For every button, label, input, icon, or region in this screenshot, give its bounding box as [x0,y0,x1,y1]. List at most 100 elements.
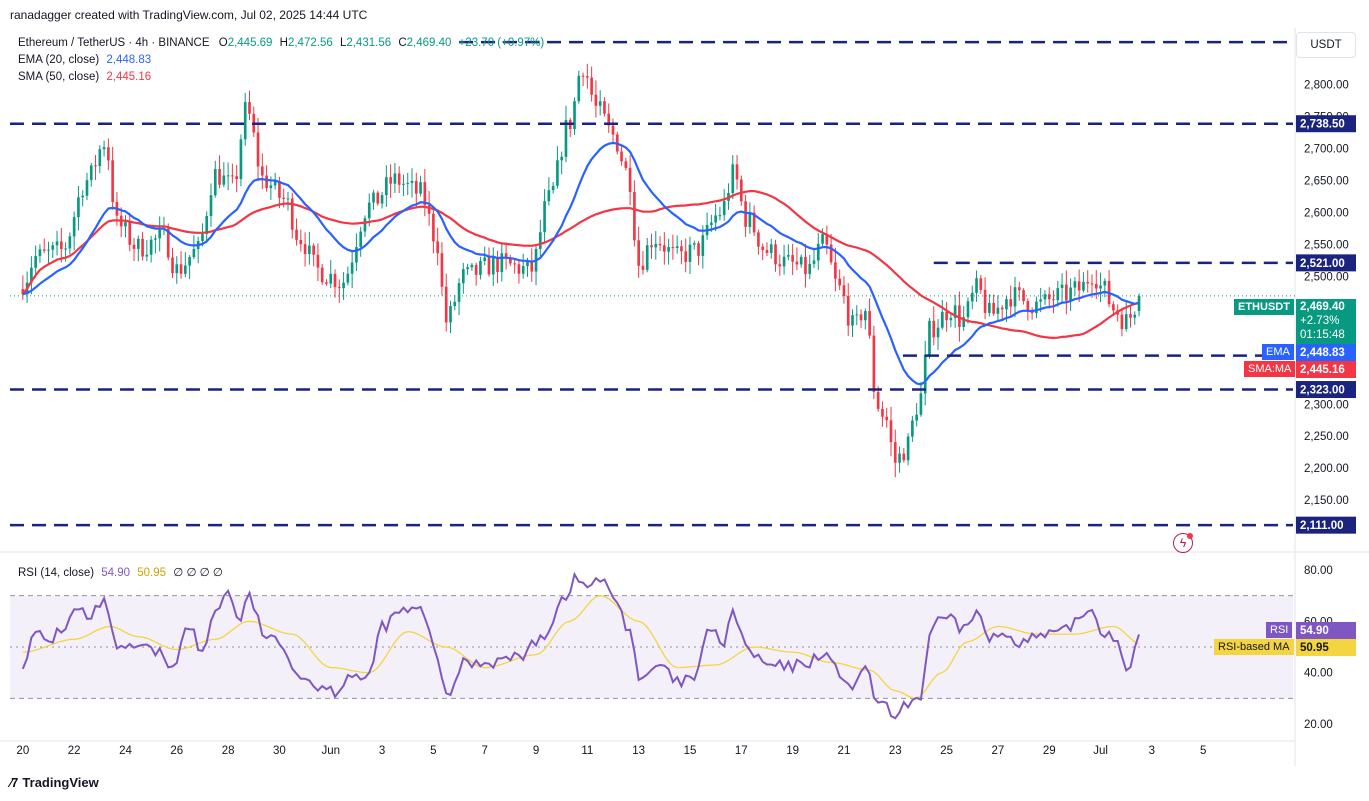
candle-body [145,254,149,257]
candle-body [1094,284,1098,289]
candle-body [650,245,653,248]
candle-body [316,254,320,268]
candle-body [1077,281,1081,291]
ema-legend-label: EMA (20, close) [18,54,100,66]
candle-body [983,289,987,313]
time-tick-label: 23 [889,745,902,757]
last-price-value: 2,469.40 [1300,301,1345,313]
candle-body [474,264,478,275]
currency-selector-button[interactable]: USDT [1296,32,1356,58]
time-tick-label: 13 [632,745,645,757]
candle-body [500,253,504,273]
rsi-legend[interactable]: RSI (14, close) 54.90 50.95 ∅ ∅ ∅ ∅ [18,565,223,579]
candle-body [692,243,696,245]
candle-body [675,246,679,249]
candle-body [1047,294,1051,300]
candle-body [876,391,880,409]
candle-body [765,249,769,253]
candle-body [102,147,106,150]
candle-body [603,101,606,114]
sma-legend-row[interactable]: SMA (50, close) 2,445.16 [18,69,544,86]
tradingview-logo-icon: ⁄7 [10,775,18,790]
candle-body [1129,314,1132,318]
tradingview-brand: TradingView [22,775,99,790]
candle-body [979,278,983,290]
candle-body [457,283,461,302]
candle-body [1124,314,1128,330]
rsi-tick-label: 20.00 [1304,719,1333,731]
open-value: 2,445.69 [227,37,273,49]
candle-body [333,273,337,288]
candle-body [175,264,179,274]
rsi-legend-extra: ∅ ∅ ∅ ∅ [173,567,223,579]
bolt-icon[interactable]: ϟ [1173,533,1193,553]
sma-legend-label: SMA (50, close) [18,71,100,83]
candle-body [179,264,183,274]
candle-body [816,243,820,261]
candle-body [111,160,114,202]
candle-body [380,195,384,204]
candle-body [902,453,906,461]
candle-body [295,229,298,240]
candle-body [577,75,581,102]
level-price-tag [1296,254,1356,272]
candle-body [201,233,204,241]
time-tick-label: 27 [992,745,1005,757]
candle-body [530,260,534,272]
candle-body [427,205,431,214]
candle-body [462,269,465,284]
candle-body [739,179,743,202]
candle-body [38,249,42,257]
candle-body [376,192,380,204]
candle-body [851,315,854,326]
candle-body [804,256,807,275]
change-value: +23.70 (+0.97%) [458,37,545,49]
candle-body [282,197,286,199]
candle-body [188,257,191,266]
candle-body [1103,280,1107,286]
candle-body [68,236,72,249]
candle-body [59,241,63,249]
candle-body [1120,314,1124,330]
candle-body [213,169,217,196]
candle-body [748,212,752,227]
candle-body [774,244,777,265]
candle-body [136,238,140,249]
candle-body [393,173,397,184]
candle-body [1099,285,1102,289]
ohlc-row: Ethereum / TetherUS · 4h · BINANCE O2,44… [18,35,544,52]
tradingview-logo[interactable]: ⁄7 TradingView [10,775,99,790]
level-price-label: 2,323.00 [1300,385,1345,397]
candle-body [1022,290,1025,302]
candle-body [538,232,542,249]
candle-body [953,305,957,318]
price-tick-label: 2,500.00 [1304,271,1349,283]
time-tick-label: 30 [273,745,286,757]
candle-body [757,232,760,247]
candle-body [992,302,995,314]
candle-body [893,442,897,463]
candle-body [564,119,568,157]
candle-body [517,264,521,274]
candle-body [414,180,418,194]
candle-body [628,167,632,193]
last-price-symbol: ETHUSDT [1234,299,1294,315]
level-price-label: 2,738.50 [1300,119,1345,131]
candle-body [731,164,735,194]
ema-legend-row[interactable]: EMA (20, close) 2,448.83 [18,52,544,69]
candle-body [166,228,170,258]
candle-body [684,251,688,262]
candle-body [611,125,615,135]
candle-body [453,301,457,307]
candle-body [573,101,576,129]
candle-body [449,306,452,323]
candle-body [98,149,102,167]
candle-body [218,169,221,185]
candle-body [1086,281,1090,284]
candle-body [799,256,803,265]
candle-body [504,253,508,259]
close-value: 2,469.40 [406,37,452,49]
rsi-ma-legend-value: 50.95 [137,567,167,579]
high-value: 2,472.56 [287,37,333,49]
